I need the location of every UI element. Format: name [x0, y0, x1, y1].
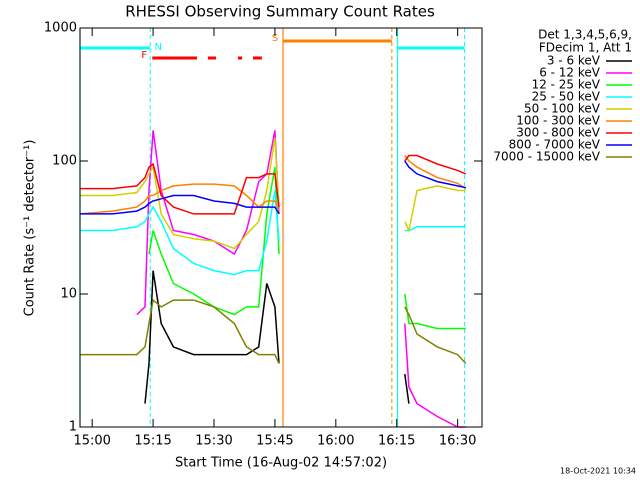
- interval-label: S: [272, 33, 278, 44]
- interval-label: N: [155, 42, 162, 53]
- y-tick-label: 100: [52, 154, 77, 169]
- legend-label: 6 - 12 keV: [539, 66, 601, 80]
- legend-header: FDecim 1, Att 1: [539, 41, 632, 55]
- x-tick-label: 15:00: [73, 434, 110, 449]
- x-axis-label: Start Time (16-Aug-02 14:57:02): [175, 456, 387, 471]
- legend-label: 7000 - 15000 keV: [493, 150, 600, 164]
- legend-header: Det 1,3,4,5,6,9,: [538, 28, 632, 42]
- chart-title: RHESSI Observing Summary Count Rates: [125, 3, 435, 21]
- series-line: [148, 166, 466, 330]
- plot-frame: [79, 27, 483, 428]
- series-line: [79, 155, 467, 215]
- x-tick-label: 16:15: [378, 434, 415, 449]
- legend-label: 3 - 6 keV: [547, 54, 601, 68]
- y-tick-label: 1000: [44, 21, 77, 36]
- footer: 18-Oct-2021 10:34: [560, 467, 636, 476]
- series-line: [80, 137, 466, 250]
- x-tick-label: 15:15: [134, 434, 171, 449]
- series-line: [80, 160, 466, 215]
- legend-label: 800 - 7000 keV: [509, 138, 601, 152]
- legend-label: 12 - 25 keV: [532, 78, 601, 92]
- legend-label: 25 - 50 keV: [532, 90, 601, 104]
- x-tick-label: 16:30: [439, 434, 476, 449]
- y-axis-label: Count Rate (s⁻¹ detector⁻¹): [23, 140, 38, 317]
- series-line: [80, 298, 467, 365]
- y-tick-label: 10: [60, 287, 77, 302]
- y-tick-label: 1: [69, 420, 77, 435]
- x-tick-label: 15:30: [195, 434, 232, 449]
- x-tick-label: 16:00: [317, 434, 354, 449]
- interval-label: F: [141, 50, 147, 61]
- legend-label: 300 - 800 keV: [516, 126, 600, 140]
- x-tick-label: 15:45: [256, 434, 293, 449]
- series-line: [144, 270, 410, 404]
- legend-label: 100 - 300 keV: [516, 114, 600, 128]
- legend-label: 50 - 100 keV: [524, 102, 601, 116]
- series-line: [80, 154, 467, 215]
